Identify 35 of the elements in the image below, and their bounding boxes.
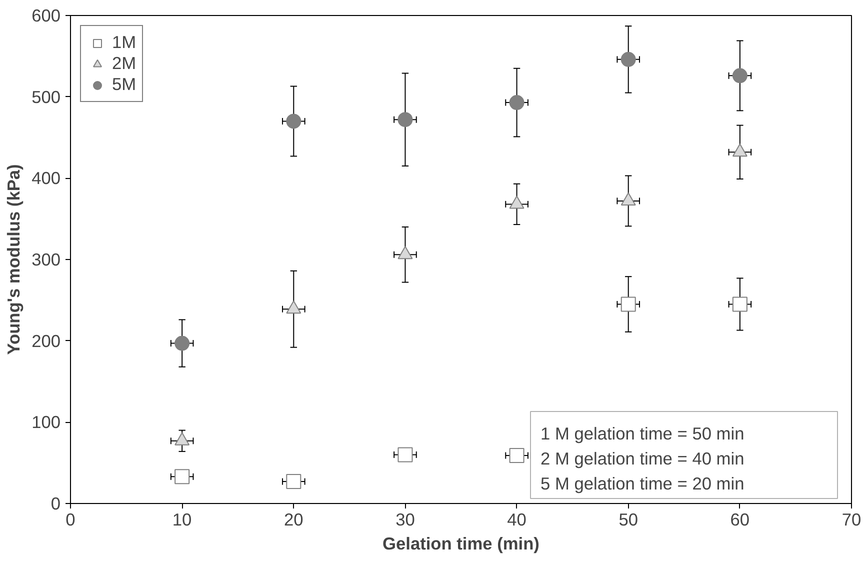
point: [286, 114, 302, 129]
x-tick-label: 30: [396, 510, 415, 530]
x-axis-title: Gelation time (min): [382, 534, 540, 554]
point: [732, 296, 748, 312]
x-tick-label: 70: [842, 510, 862, 530]
x-tick-label: 20: [284, 510, 304, 530]
y-tick-label: 0: [50, 494, 61, 514]
x-tick-label: 50: [618, 510, 638, 530]
annotation: 5 M gelation time = 20 min: [540, 474, 744, 494]
point: [174, 469, 190, 484]
x-tick-label: 10: [172, 510, 192, 530]
point: [509, 95, 524, 110]
point: [398, 447, 413, 462]
annotation: 2 M gelation time = 40 min: [540, 448, 744, 468]
legend-label: 5M: [112, 74, 136, 95]
y-tick-label: 100: [32, 412, 61, 432]
y-tick-label: 200: [32, 330, 61, 351]
x-tick-label: 60: [730, 510, 750, 530]
legend-label: 1M: [112, 32, 136, 53]
point: [174, 336, 190, 351]
point: [620, 296, 636, 312]
point: [620, 52, 636, 67]
y-tick-label: 500: [32, 86, 61, 107]
point: [398, 112, 413, 128]
y-tick-label: 600: [32, 6, 61, 26]
x-tick-label: 40: [507, 510, 526, 530]
y-tick-label: 400: [32, 168, 61, 188]
legend-label: 2M: [112, 53, 136, 74]
point: [286, 474, 302, 490]
x-tick-label: 0: [66, 510, 76, 530]
point: [732, 68, 748, 84]
y-axis-title: Young's modulus (kPa): [4, 164, 24, 355]
annotation: 1 M gelation time = 50 min: [540, 424, 744, 444]
y-tick-label: 300: [32, 250, 61, 270]
point: [509, 448, 524, 464]
